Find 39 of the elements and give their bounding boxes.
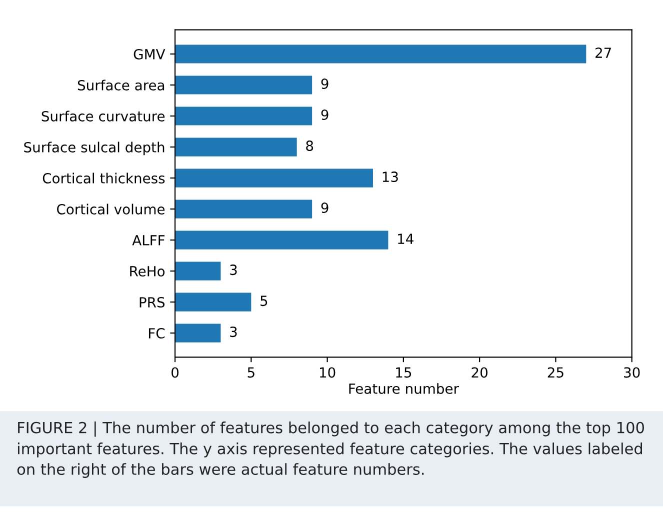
data-label: 13 <box>382 172 398 182</box>
y-tick-label: Surface area <box>78 80 164 90</box>
data-label: 14 <box>398 234 414 244</box>
bar <box>175 168 373 188</box>
caption: FIGURE 2 | The number of features belonged to each category among the top 100 important features. The y axis represented feature categories. The values labeled on the right of the bars were actual feature numbers. <box>17 421 644 478</box>
y-tick-label: PRS <box>140 297 165 308</box>
y-tick-label: Cortical volume <box>57 204 165 214</box>
bar <box>175 76 312 94</box>
data-label: 3 <box>230 326 237 338</box>
bar <box>175 200 312 218</box>
bar <box>175 292 252 312</box>
bar <box>175 44 586 64</box>
y-tick-label: Surface sulcal depth <box>24 142 164 156</box>
bar <box>175 106 312 126</box>
data-label: 3 <box>230 264 237 276</box>
bar <box>175 262 221 280</box>
data-label: 5 <box>260 296 268 306</box>
y-tick-label: Cortical thickness <box>42 172 165 184</box>
data-label: 8 <box>306 140 314 152</box>
y-tick-label: GMV <box>134 48 166 60</box>
y-tick-label: ReHo <box>130 266 165 277</box>
x-tick-label: 5 <box>248 367 254 378</box>
data-label: 27 <box>596 48 611 58</box>
data-label: 9 <box>321 202 328 214</box>
bar <box>175 324 221 342</box>
x-tick-label: 10 <box>320 367 336 378</box>
y-tick-label: Surface curvature <box>42 110 165 122</box>
x-tick-label: 0 <box>172 367 179 378</box>
data-label: 9 <box>321 78 328 90</box>
x-tick-label: 30 <box>624 367 640 378</box>
y-tick-label: FC <box>148 328 165 339</box>
data-label: 9 <box>321 110 328 120</box>
y-tick-label: ALFF <box>132 235 164 246</box>
bar <box>175 138 297 156</box>
x-tick-label: 20 <box>472 367 488 378</box>
x-tick-label: 25 <box>548 367 564 378</box>
x-axis-title: Feature number <box>349 383 459 394</box>
x-tick-label: 15 <box>396 367 412 378</box>
bar <box>175 230 388 250</box>
